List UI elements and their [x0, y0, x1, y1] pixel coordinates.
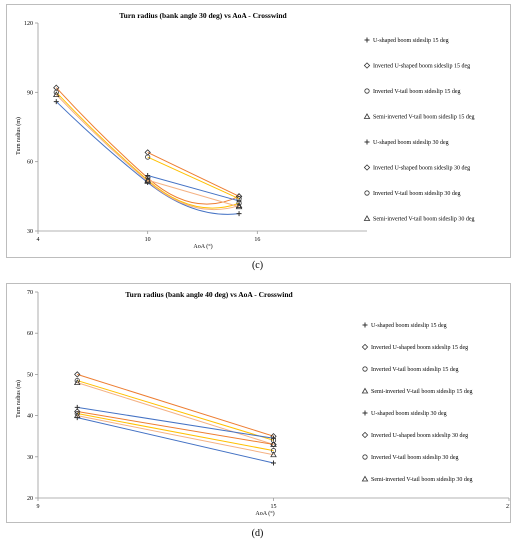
x-axis-label: AoA (°) — [193, 243, 212, 250]
y-tick-label: 120 — [24, 21, 33, 27]
x-tick-label: 10 — [145, 237, 151, 243]
legend-marker — [363, 62, 371, 69]
series-line — [77, 417, 274, 464]
legend-marker — [361, 387, 369, 394]
chart-d-svg: Turn radius (bank angle 40 deg) vs AoA -… — [15, 290, 512, 517]
data-point — [271, 435, 276, 441]
legend-marker — [363, 164, 371, 171]
data-point — [236, 211, 242, 217]
series-line — [77, 413, 274, 452]
y-tick-label: 20 — [27, 496, 33, 502]
legend-label: Inverted V-tail boom sideslip 30 deg — [371, 455, 459, 461]
x-tick-label: 9 — [37, 504, 40, 510]
legend-label: Inverted V-tail boom sideslip 30 deg — [373, 191, 461, 197]
legend-label: Inverted U-shaped boom sideslip 15 deg — [371, 345, 468, 351]
series-line — [55, 91, 240, 209]
series-line — [147, 156, 240, 200]
legend-label: Inverted V-tail boom sideslip 15 deg — [371, 367, 459, 373]
series-line — [55, 101, 240, 215]
legend-marker — [364, 88, 370, 94]
series-line — [147, 179, 240, 208]
chart-c-svg: Turn radius (bank angle 30 deg) vs AoA -… — [15, 11, 475, 250]
y-axis-label: Turn radius (m) — [15, 117, 22, 155]
legend-label: U-shaped boom sideslip 30 deg — [371, 411, 447, 417]
series-line — [77, 410, 274, 445]
series-line — [77, 382, 274, 445]
caption-c: (c) — [251, 260, 264, 271]
y-tick-label: 90 — [27, 90, 33, 96]
x-tick-label: 4 — [37, 237, 40, 243]
data-point — [74, 371, 81, 378]
legend-label: U-shaped boom sideslip 15 deg — [371, 323, 447, 329]
y-tick-label: 70 — [27, 290, 33, 296]
legend-label: Inverted U-shaped boom sideslip 30 deg — [371, 433, 468, 439]
data-point — [74, 408, 81, 415]
y-tick-label: 30 — [27, 455, 33, 461]
data-point — [73, 412, 81, 418]
data-point — [235, 203, 243, 210]
legend-label: Semi-inverted V-tail boom sideslip 15 de… — [373, 115, 475, 121]
data-point — [270, 441, 277, 448]
y-tick-label: 60 — [27, 331, 33, 337]
data-point — [53, 89, 59, 95]
y-tick-label: 60 — [27, 160, 33, 166]
legend-label: U-shaped boom sideslip 30 deg — [373, 140, 449, 146]
data-point — [236, 196, 242, 202]
x-axis-label: AoA (°) — [255, 510, 274, 517]
legend-marker — [361, 475, 369, 482]
chart-panel-c: Turn radius (bank angle 30 deg) vs AoA -… — [6, 4, 511, 258]
legend-marker — [363, 113, 371, 119]
legend-label: Semi-inverted V-tail boom sideslip 30 de… — [373, 217, 475, 223]
data-point — [144, 176, 151, 183]
series-line — [77, 373, 274, 437]
series-line — [77, 406, 274, 439]
legend-label: Inverted V-tail boom sideslip 15 deg — [373, 89, 461, 95]
legend-label: Semi-inverted V-tail boom sideslip 15 de… — [371, 389, 473, 395]
y-tick-label: 50 — [27, 372, 33, 378]
legend-marker — [362, 322, 368, 328]
y-axis-label: Turn radius (m) — [15, 380, 22, 418]
legend-label: Inverted U-shaped boom sideslip 30 deg — [373, 166, 470, 172]
legend-marker — [362, 454, 368, 460]
data-point — [73, 379, 81, 386]
y-tick-label: 30 — [27, 229, 33, 235]
series-line — [147, 175, 240, 202]
data-point — [145, 154, 151, 160]
legend-marker — [364, 190, 370, 196]
legend-marker — [362, 410, 368, 416]
data-point — [52, 91, 60, 98]
data-point — [53, 99, 59, 105]
y-tick-label: 40 — [27, 414, 33, 420]
legend-label: U-shaped boom sideslip 15 deg — [373, 38, 449, 44]
chart-panel-d: Turn radius (bank angle 40 deg) vs AoA -… — [6, 283, 512, 523]
data-point — [270, 451, 277, 458]
data-point — [235, 202, 243, 208]
legend-marker — [364, 37, 370, 43]
legend-marker — [363, 215, 371, 221]
series-line — [147, 151, 240, 197]
legend-marker — [362, 366, 368, 372]
legend-marker — [364, 139, 370, 145]
series-line — [55, 94, 240, 211]
legend-label: Inverted U-shaped boom sideslip 15 deg — [373, 64, 470, 70]
legend-marker — [361, 343, 369, 351]
legend-marker — [361, 431, 369, 439]
legend-label: Semi-inverted V-tail boom sideslip 30 de… — [371, 477, 473, 483]
chart-title: Turn radius (bank angle 30 deg) vs AoA -… — [119, 11, 287, 20]
x-tick-label: 16 — [254, 237, 260, 243]
data-point — [235, 193, 243, 200]
series-line — [77, 380, 274, 441]
data-point — [271, 460, 276, 466]
x-tick-label: 21 — [506, 504, 510, 510]
caption-d: (d) — [251, 528, 264, 539]
x-tick-label: 15 — [271, 504, 277, 510]
chart-title: Turn radius (bank angle 40 deg) vs AoA -… — [125, 290, 293, 299]
data-point — [144, 149, 151, 156]
series-line — [77, 415, 274, 456]
